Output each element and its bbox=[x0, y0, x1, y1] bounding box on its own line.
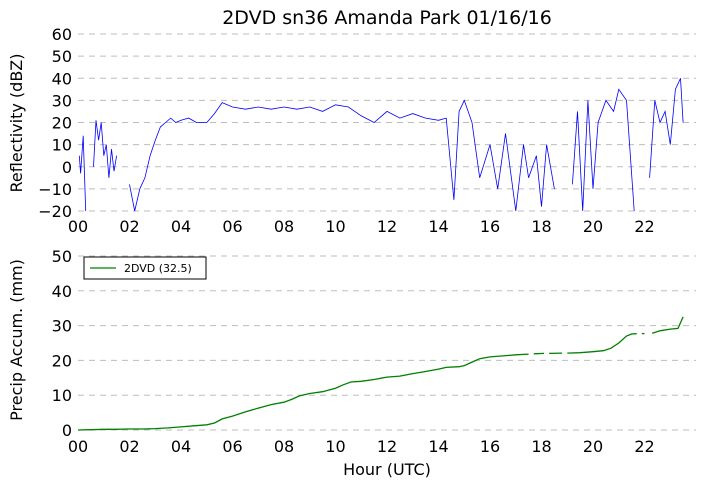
y-tick-label: 0 bbox=[62, 421, 72, 440]
series-line bbox=[649, 78, 684, 178]
x-tick-label: 22 bbox=[634, 217, 654, 236]
x-tick-label: 04 bbox=[171, 437, 191, 456]
legend: 2DVD (32.5) bbox=[83, 256, 207, 280]
precip-panel: Precip Accum. (mm) Hour (UTC) 0 10 20 30 40 5… bbox=[7, 247, 696, 479]
x-axis-label: Hour (UTC) bbox=[343, 460, 431, 479]
series-line bbox=[93, 120, 117, 178]
series-line bbox=[652, 316, 684, 334]
x-tick-label: 18 bbox=[531, 437, 551, 456]
top-y-axis-label: Reflectivity (dBZ) bbox=[7, 54, 26, 193]
x-tick-label: 22 bbox=[634, 437, 654, 456]
y-tick-label: 40 bbox=[52, 282, 72, 301]
x-tick-label: 06 bbox=[222, 437, 242, 456]
x-tick-label: 00 bbox=[68, 217, 88, 236]
legend-box bbox=[83, 256, 207, 280]
x-tick-label: 08 bbox=[274, 217, 294, 236]
x-tick-label: 08 bbox=[274, 437, 294, 456]
x-tick-label: 14 bbox=[428, 437, 448, 456]
series-line bbox=[572, 88, 635, 212]
y-tick-label: 0 bbox=[62, 158, 72, 177]
legend-label: 2DVD (32.5) bbox=[124, 262, 192, 275]
x-tick-label: 02 bbox=[119, 217, 139, 236]
x-tick-label: 04 bbox=[171, 217, 191, 236]
x-tick-label: 20 bbox=[583, 217, 603, 236]
y-tick-label: −10 bbox=[38, 180, 72, 199]
x-tick-label: 10 bbox=[325, 437, 345, 456]
y-tick-label: 50 bbox=[52, 47, 72, 66]
x-tick-label: 12 bbox=[377, 437, 397, 456]
series-line bbox=[129, 99, 555, 212]
x-tick-label: 10 bbox=[325, 217, 345, 236]
x-tick-label: 16 bbox=[480, 437, 500, 456]
reflectivity-panel: 2DVD sn36 Amanda Park 01/16/16 Reflectiv… bbox=[7, 7, 696, 236]
x-tick-label: 06 bbox=[222, 217, 242, 236]
chart-title: 2DVD sn36 Amanda Park 01/16/16 bbox=[222, 7, 552, 29]
y-tick-label: 60 bbox=[52, 25, 72, 44]
y-tick-label: 30 bbox=[52, 91, 72, 110]
series-line bbox=[567, 332, 637, 354]
x-tick-label: 18 bbox=[531, 217, 551, 236]
y-tick-label: 20 bbox=[52, 114, 72, 133]
x-tick-label: 16 bbox=[480, 217, 500, 236]
y-tick-label: 20 bbox=[52, 351, 72, 370]
x-tick-label: 02 bbox=[119, 437, 139, 456]
series-line bbox=[77, 353, 529, 431]
y-tick-label: 10 bbox=[52, 136, 72, 155]
y-tick-label: 30 bbox=[52, 317, 72, 336]
y-tick-label: −20 bbox=[38, 202, 72, 221]
y-tick-label: 50 bbox=[52, 247, 72, 266]
bottom-y-axis-label: Precip Accum. (mm) bbox=[7, 259, 26, 421]
y-tick-label: 40 bbox=[52, 69, 72, 88]
x-tick-label: 00 bbox=[68, 437, 88, 456]
y-tick-label: 10 bbox=[52, 386, 72, 405]
x-tick-label: 12 bbox=[377, 217, 397, 236]
x-tick-label: 20 bbox=[583, 437, 603, 456]
series-line bbox=[78, 135, 87, 212]
x-tick-label: 14 bbox=[428, 217, 448, 236]
